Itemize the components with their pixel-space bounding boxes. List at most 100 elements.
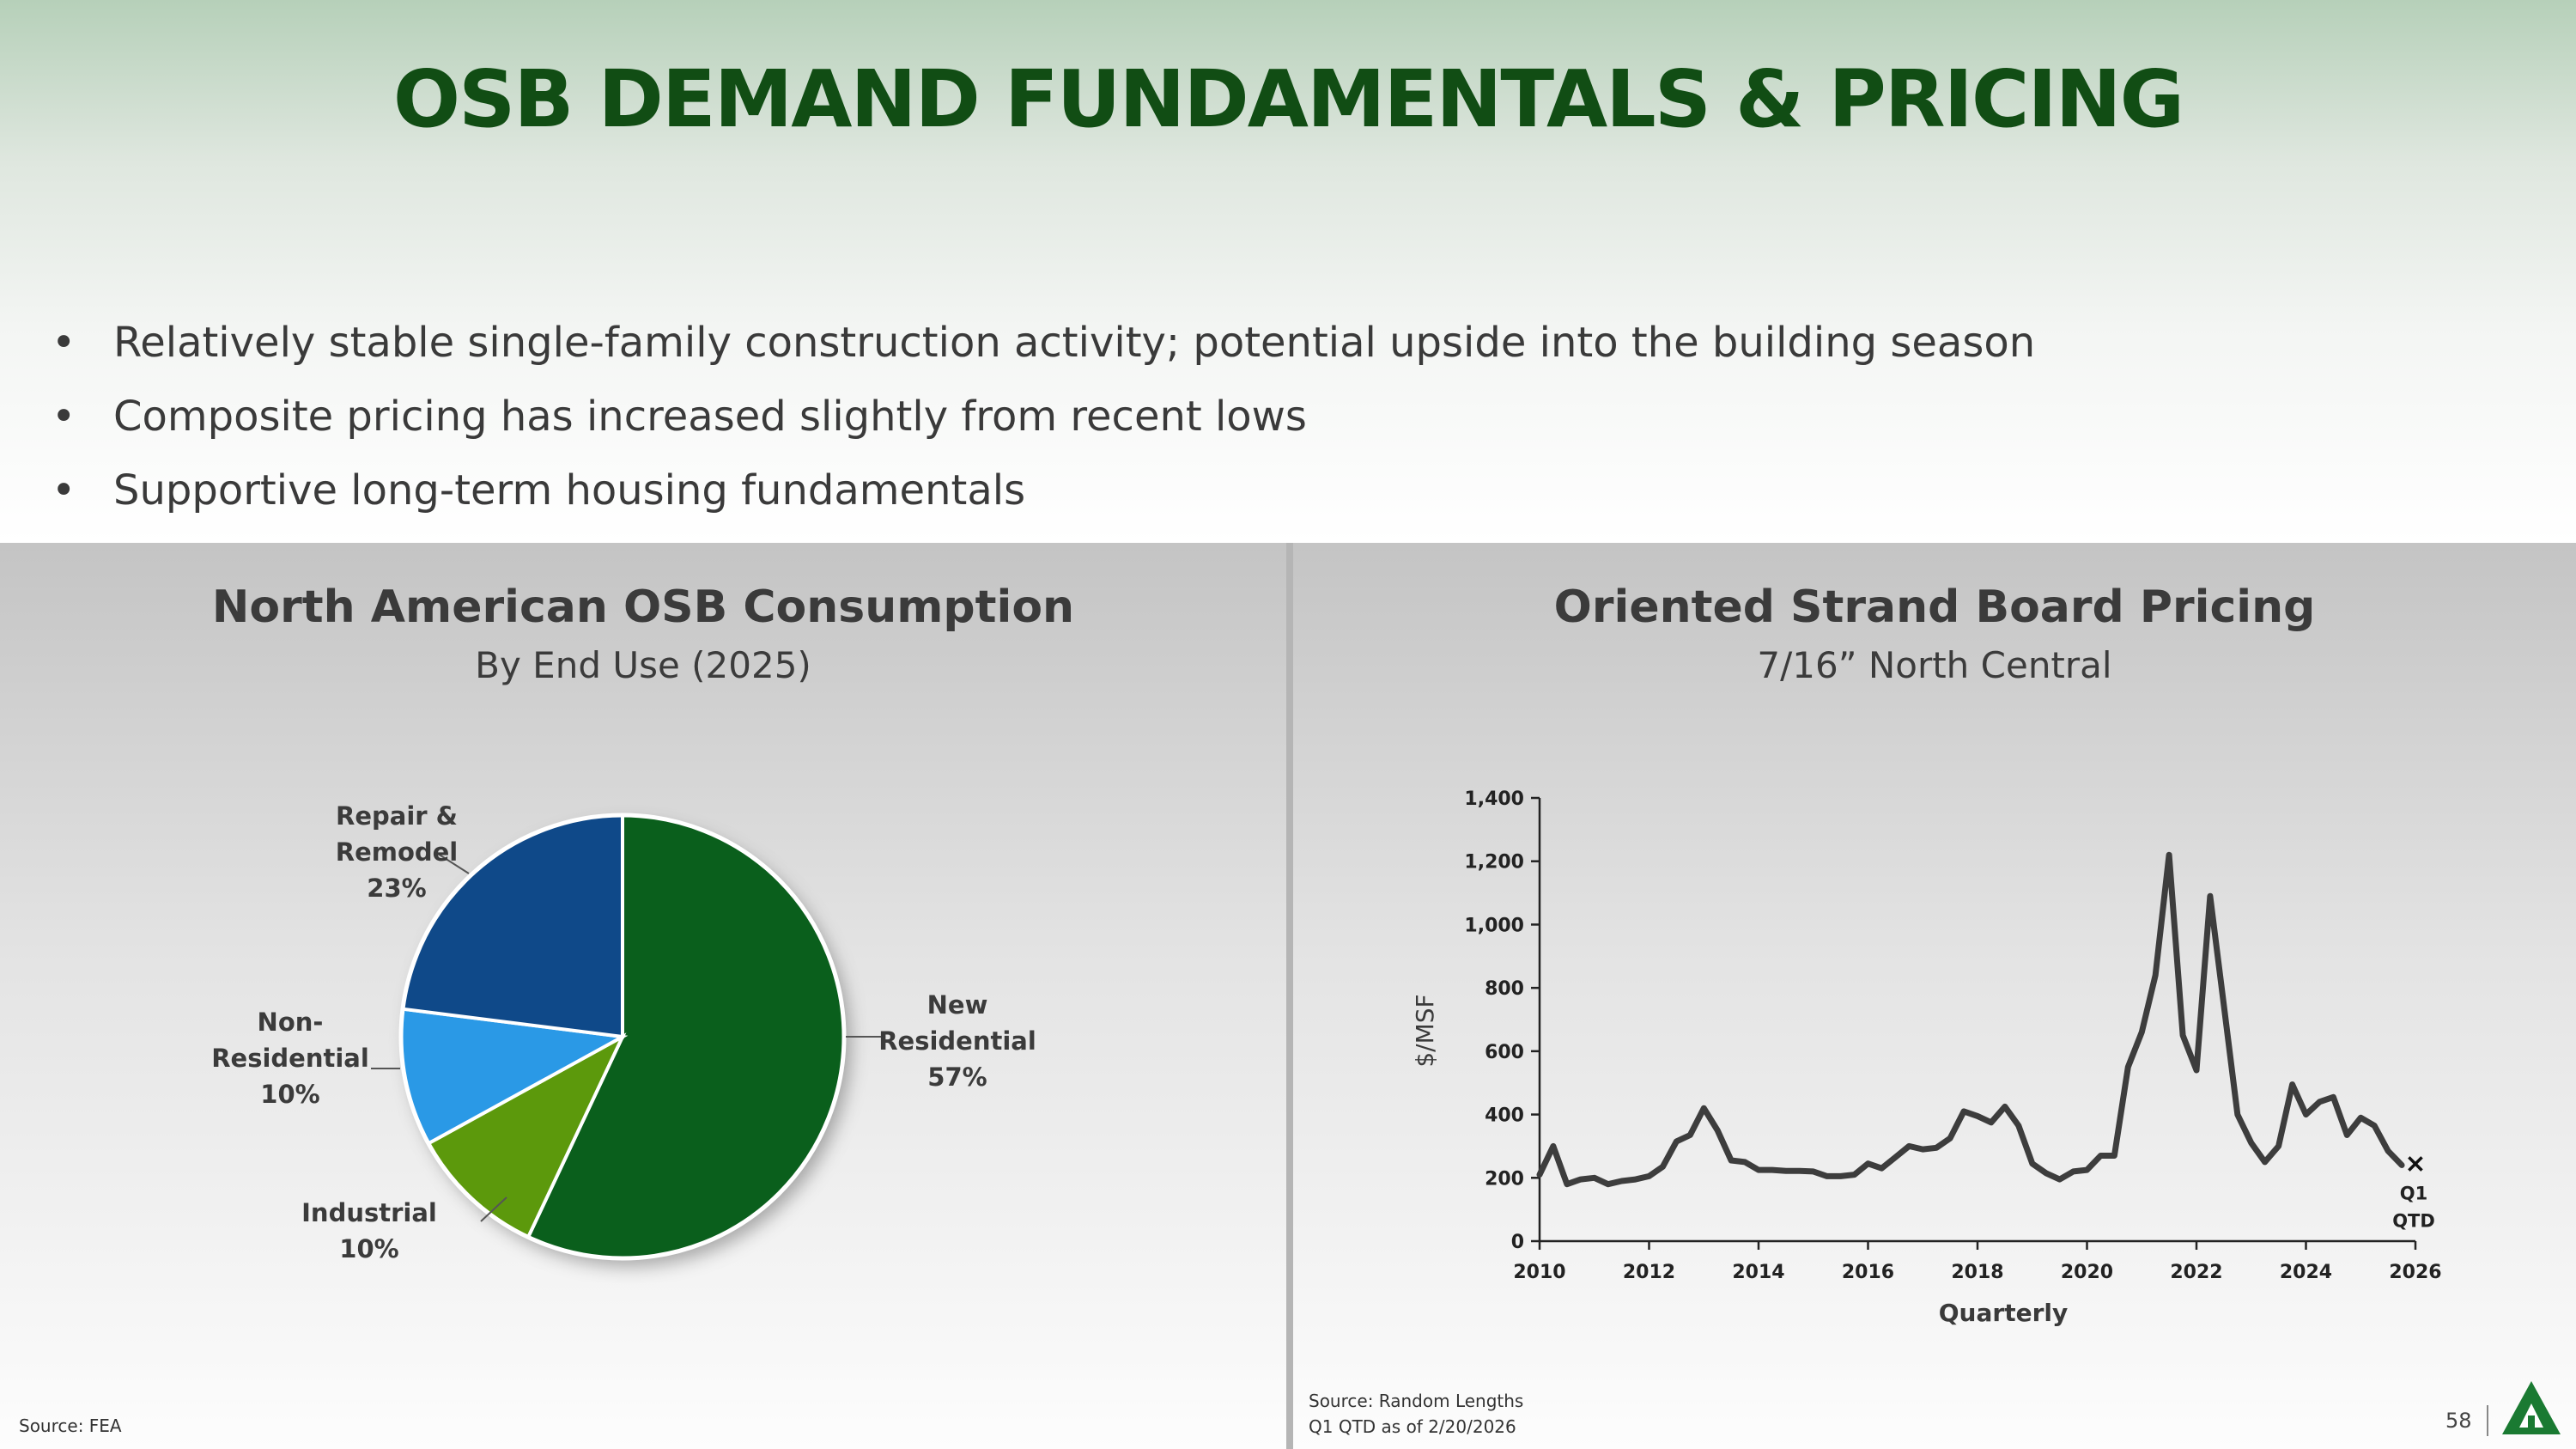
- price-point: [1771, 1169, 1773, 1171]
- header-band: [0, 0, 2576, 543]
- price-point: [2387, 1150, 2389, 1152]
- y-tick-label: 1,400: [1464, 788, 1524, 810]
- price-point: [1785, 1170, 1787, 1172]
- pie-label-line: 10%: [339, 1234, 398, 1263]
- price-point: [1880, 1167, 1882, 1169]
- price-point: [1580, 1178, 1582, 1180]
- price-point: [2059, 1178, 2061, 1180]
- bullet-icon: •: [52, 319, 76, 367]
- x-tick-label: 2020: [2061, 1262, 2113, 1283]
- pie-label-line: Repair &: [336, 801, 458, 831]
- pie-label-line: Residential: [211, 1044, 369, 1073]
- panel-divider: [1286, 543, 1293, 1449]
- y-tick-label: 400: [1485, 1105, 1524, 1127]
- line-chart: 0 200 400 600 800 1,000 1,200 1,400 2010 2012 2014…: [1411, 788, 2442, 1327]
- q1-qtd-label: Q1: [2400, 1184, 2427, 1204]
- page-title: OSB DEMAND FUNDAMENTALS & PRICING: [392, 53, 2184, 145]
- x-tick-label: 2016: [1842, 1262, 1894, 1283]
- price-point: [2073, 1171, 2075, 1172]
- x-tick-label: 2024: [2280, 1262, 2332, 1283]
- bullet-item: • Supportive long-term housing fundamenta…: [52, 454, 2035, 527]
- consumption-subtitle: By End Use (2025): [475, 644, 811, 686]
- y-tick-label: 800: [1485, 978, 1524, 1000]
- price-point: [2264, 1161, 2266, 1163]
- pie-label-line: Remodel: [336, 837, 459, 867]
- price-point: [1675, 1141, 1677, 1142]
- price-point: [1799, 1170, 1801, 1172]
- price-point: [2223, 1004, 2225, 1006]
- price-point: [1744, 1161, 1746, 1163]
- pie-label-line: New: [927, 990, 988, 1020]
- pie-label: New Residential 57%: [878, 990, 1036, 1092]
- page-number: 58: [2445, 1409, 2472, 1433]
- y-tick-label: 0: [1511, 1232, 1524, 1253]
- price-point: [2373, 1124, 2375, 1126]
- price-point: [2004, 1105, 2006, 1107]
- pie-label: Non- Residential 10%: [211, 1008, 369, 1109]
- bullet-icon: •: [52, 466, 76, 514]
- price-point: [1813, 1171, 1814, 1172]
- q1-qtd-marker: ×: [2404, 1149, 2426, 1179]
- price-point: [2360, 1117, 2361, 1118]
- pricing-source-line: Q1 QTD as of 2/20/2026: [1309, 1416, 1516, 1437]
- x-tick-label: 2026: [2389, 1262, 2441, 1283]
- bullet-text: Composite pricing has increased slightly…: [113, 393, 1307, 441]
- price-point: [1621, 1180, 1623, 1182]
- price-point: [2318, 1101, 2320, 1103]
- price-point: [2292, 1084, 2293, 1086]
- price-point: [2182, 1034, 2184, 1036]
- consumption-title: North American OSB Consumption: [211, 581, 1075, 633]
- bullet-text: Supportive long-term housing fundamental…: [113, 466, 1026, 514]
- x-tick-label: 2010: [1513, 1262, 1565, 1283]
- price-point: [2278, 1145, 2280, 1147]
- bullet-icon: •: [52, 393, 76, 441]
- price-point: [1990, 1122, 1992, 1123]
- price-point: [1716, 1129, 1718, 1131]
- y-tick-label: 1,000: [1464, 915, 1524, 936]
- pie-label-line: 57%: [927, 1062, 987, 1092]
- x-tick-label: 2014: [1732, 1262, 1784, 1283]
- pie-leader-line: [437, 853, 470, 874]
- price-point: [1949, 1137, 1951, 1139]
- x-tick-label: 2022: [2170, 1262, 2222, 1283]
- price-point: [1854, 1174, 1856, 1176]
- footer-divider: [2487, 1405, 2488, 1436]
- x-tick-label: 2018: [1951, 1262, 2003, 1283]
- q1-qtd-label: QTD: [2392, 1211, 2435, 1232]
- bullet-text: Relatively stable single-family construc…: [113, 319, 2036, 367]
- price-point: [2196, 1069, 2197, 1071]
- price-point: [1894, 1156, 1896, 1158]
- pricing-panel: Oriented Strand Board Pricing 7/16” Nort…: [1293, 543, 2576, 1449]
- pie-chart: New Residential 57% Industrial 10% Non- Reside…: [211, 801, 1036, 1263]
- price-point: [2018, 1124, 2020, 1126]
- price-point: [2237, 1114, 2239, 1116]
- pricing-source-line: Source: Random Lengths: [1309, 1391, 1524, 1411]
- consumption-source: Source: FEA: [19, 1416, 122, 1436]
- pie-label-line: Non-: [258, 1008, 324, 1037]
- price-point: [2332, 1096, 2334, 1098]
- price-point: [2045, 1172, 2047, 1174]
- price-point: [2127, 1066, 2129, 1068]
- price-point: [1826, 1175, 1828, 1177]
- pie-label-line: 23%: [367, 874, 426, 903]
- price-point: [1635, 1178, 1637, 1180]
- y-tick-label: 600: [1485, 1042, 1524, 1063]
- triangle-logo-icon: [2502, 1381, 2561, 1434]
- pie-label: Repair & Remodel 23%: [336, 801, 459, 903]
- y-tick-label: 200: [1485, 1168, 1524, 1190]
- x-axis-label: Quarterly: [1939, 1299, 2068, 1327]
- consumption-panel: North American OSB Consumption By End Us…: [0, 543, 1286, 1449]
- pie-label-line: 10%: [260, 1080, 319, 1109]
- pricing-subtitle: 7/16” North Central: [1757, 644, 2112, 686]
- y-tick-label: 1,200: [1464, 852, 1524, 874]
- price-point: [2113, 1154, 2115, 1156]
- price-point: [2209, 895, 2211, 897]
- pie-outline: [398, 813, 847, 1261]
- pricing-title: Oriented Strand Board Pricing: [1553, 581, 2316, 633]
- bullet-list: • Relatively stable single-family constru…: [52, 306, 2035, 527]
- y-axis-label: $/MSF: [1411, 994, 1439, 1067]
- pie-label-line: Residential: [878, 1026, 1036, 1056]
- bullet-item: • Composite pricing has increased slightl…: [52, 380, 2035, 454]
- pricing-source: Source: Random Lengths Q1 QTD as of 2/20…: [1309, 1388, 1523, 1440]
- price-point: [2099, 1154, 2101, 1156]
